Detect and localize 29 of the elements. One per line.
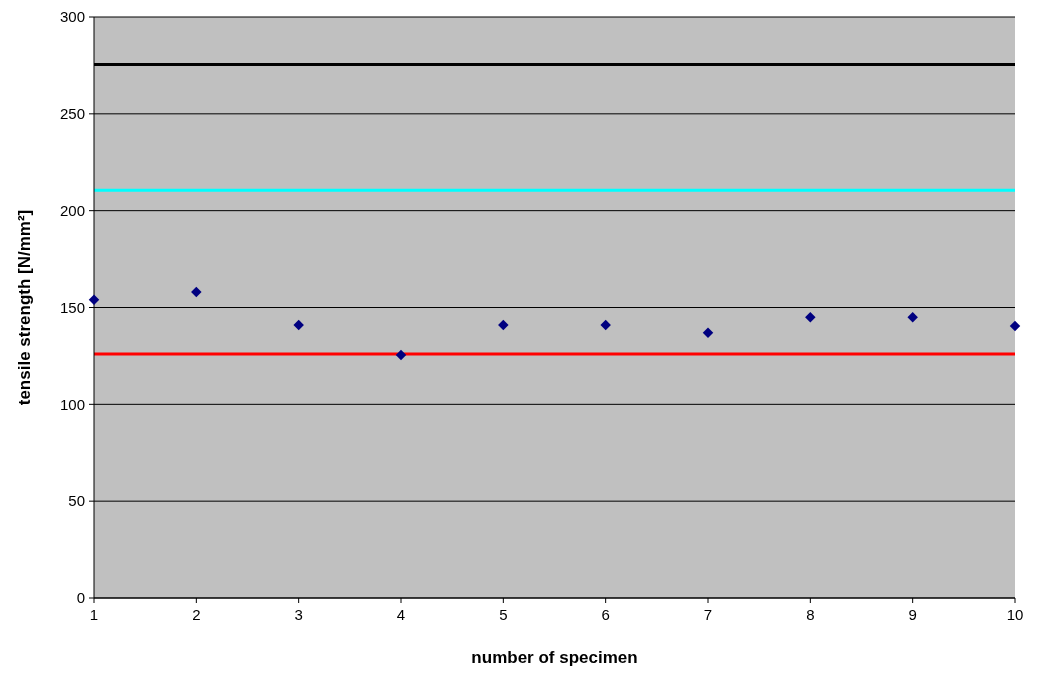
point (907, 311, 918, 323)
x-tick-label: 3 (294, 606, 303, 623)
x-tick-label: 2 (192, 606, 201, 623)
point (293, 319, 304, 331)
point (1009, 320, 1021, 332)
x-tick-label: 1 (89, 606, 99, 623)
point (805, 311, 816, 323)
x-tick-label: 9 (908, 606, 917, 623)
point (191, 286, 202, 298)
x-tick-label: 6 (601, 606, 610, 623)
y-tick-label: 150 (59, 298, 85, 316)
point (498, 319, 509, 331)
y-tick-label: 250 (59, 105, 85, 123)
x-tick-label: 5 (499, 606, 508, 623)
x-tick-label: 10 (1006, 606, 1024, 623)
point (395, 349, 407, 361)
y-tick-label: 100 (59, 395, 85, 413)
x-tick-label: 8 (806, 606, 815, 623)
x-axis-title: number of specimen (471, 648, 638, 667)
y-tick-label: 300 (59, 8, 85, 26)
y-tick-label: 200 (59, 201, 85, 219)
y-tick-label: 0 (76, 589, 85, 607)
point (600, 319, 611, 331)
point (702, 327, 714, 338)
x-tick-label: 4 (396, 606, 406, 623)
y-axis-title: tensile strength [N/mm²] (15, 209, 34, 406)
point (88, 294, 100, 305)
x-tick-label: 7 (703, 606, 713, 623)
y-tick-label: 50 (68, 492, 85, 510)
